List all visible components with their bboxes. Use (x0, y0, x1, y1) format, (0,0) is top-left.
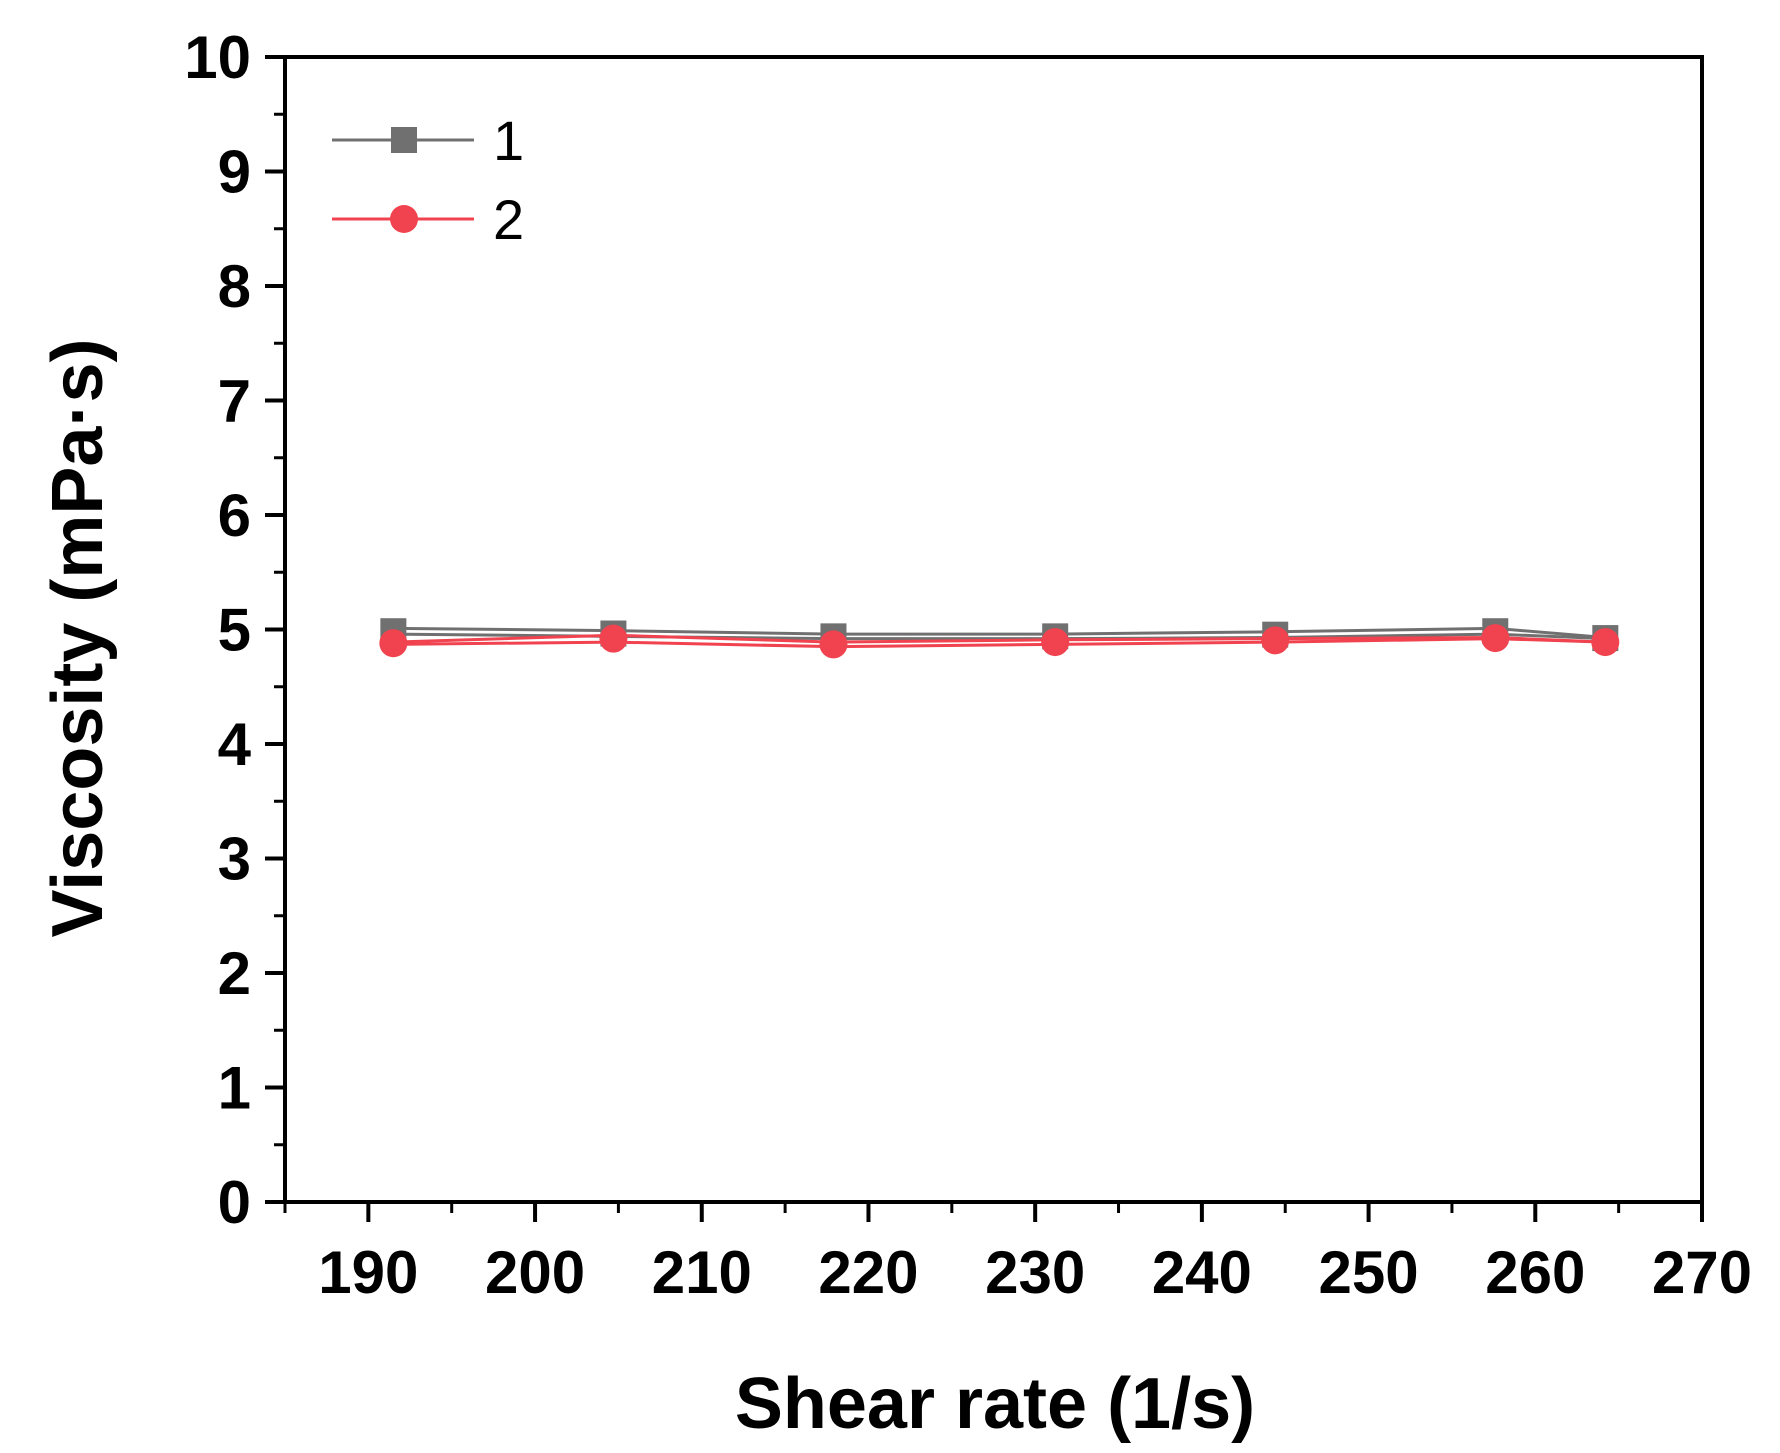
x-tick-label: 200 (485, 1239, 585, 1306)
x-tick-label: 230 (985, 1239, 1085, 1306)
x-tick-label: 210 (652, 1239, 752, 1306)
y-tick-label: 9 (218, 139, 251, 206)
y-tick-label: 1 (218, 1055, 251, 1122)
data-point-circle (599, 624, 628, 653)
x-tick-label: 250 (1319, 1239, 1419, 1306)
legend: 12 (332, 109, 524, 251)
legend-marker-circle (390, 205, 418, 233)
legend-entry-2: 2 (332, 188, 524, 251)
data-point-circle (1591, 628, 1620, 657)
y-tick-label: 4 (218, 711, 252, 778)
legend-marker-square (391, 127, 417, 153)
series-layer (379, 618, 1620, 659)
y-tick-label: 3 (218, 826, 251, 893)
x-axis-ticks: 190 200 210 220 230 240 250 260 270 (283, 1202, 1752, 1306)
legend-label: 1 (493, 109, 524, 172)
x-tick-label: 260 (1485, 1239, 1585, 1306)
data-point-circle (819, 630, 848, 659)
legend-label: 2 (493, 188, 524, 251)
y-tick-label: 2 (218, 940, 251, 1007)
y-tick-label: 5 (218, 597, 251, 664)
series-2 (379, 624, 1620, 659)
y-tick-label: 8 (218, 253, 251, 320)
y-tick-label: 6 (218, 482, 251, 549)
x-axis-title: Shear rate (1/s) (735, 1364, 1255, 1444)
x-tick-label: 270 (1652, 1239, 1752, 1306)
y-tick-label: 0 (218, 1169, 251, 1236)
y-tick-label: 7 (218, 368, 251, 435)
y-axis-title: Viscosity (mPa·s) (38, 339, 118, 938)
legend-entry-1: 1 (332, 109, 524, 172)
x-tick-label: 220 (818, 1239, 918, 1306)
y-axis-ticks: 0 1 2 3 4 5 6 7 8 9 10 (184, 24, 285, 1236)
x-tick-label: 190 (318, 1239, 418, 1306)
data-point-circle (1041, 628, 1070, 657)
data-point-circle (379, 629, 408, 658)
data-point-circle (1261, 626, 1290, 655)
y-tick-label: 10 (184, 24, 251, 91)
x-tick-label: 240 (1152, 1239, 1252, 1306)
data-point-circle (1481, 624, 1510, 653)
